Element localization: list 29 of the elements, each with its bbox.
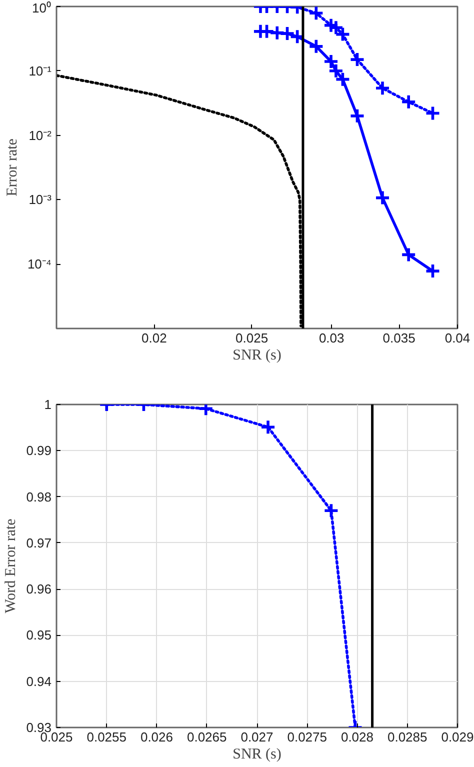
y-axis-title: Error rate	[4, 138, 20, 196]
y-tick-label: 10⁻³	[28, 192, 52, 208]
y-tick-label: 10⁻⁴	[27, 256, 52, 272]
y-tick-label: 0.98	[26, 489, 52, 504]
y-axis-title: Word Error rate	[3, 518, 20, 614]
x-tick-label: 0.02	[142, 330, 167, 346]
y-tick-label: 10⁻¹	[28, 63, 52, 78]
x-tick-label: 0.0275	[287, 730, 328, 744]
y-tick-label: 0.95	[26, 628, 52, 643]
x-tick-label: 0.026	[140, 730, 174, 744]
x-tick-label: 0.0255	[86, 730, 127, 744]
x-tick-label: 0.027	[240, 730, 274, 744]
y-tick-label: 10⁻²	[28, 128, 52, 143]
x-tick-label: 0.03	[318, 330, 344, 346]
y-tick-label: 0.96	[26, 582, 52, 597]
x-tick-label: 0.04	[444, 330, 470, 346]
y-tick-label: 10⁰	[32, 0, 52, 16]
x-tick-label: 0.035	[382, 330, 416, 346]
x-tick-label: 0.0285	[387, 730, 428, 744]
y-tick-label: 1	[44, 397, 52, 412]
x-tick-label: 0.025	[236, 330, 268, 346]
x-tick-label: 0.028	[340, 730, 374, 744]
x-tick-label: 0.0265	[186, 730, 227, 744]
y-tick-label: 0.97	[26, 535, 52, 550]
y-tick-label: 0.94	[26, 674, 52, 689]
x-axis-title: SNR (s)	[232, 746, 282, 762]
y-tick-label: 0.99	[26, 443, 52, 458]
x-tick-label: 0.029	[441, 730, 474, 744]
x-axis-title: SNR (s)	[232, 348, 282, 364]
